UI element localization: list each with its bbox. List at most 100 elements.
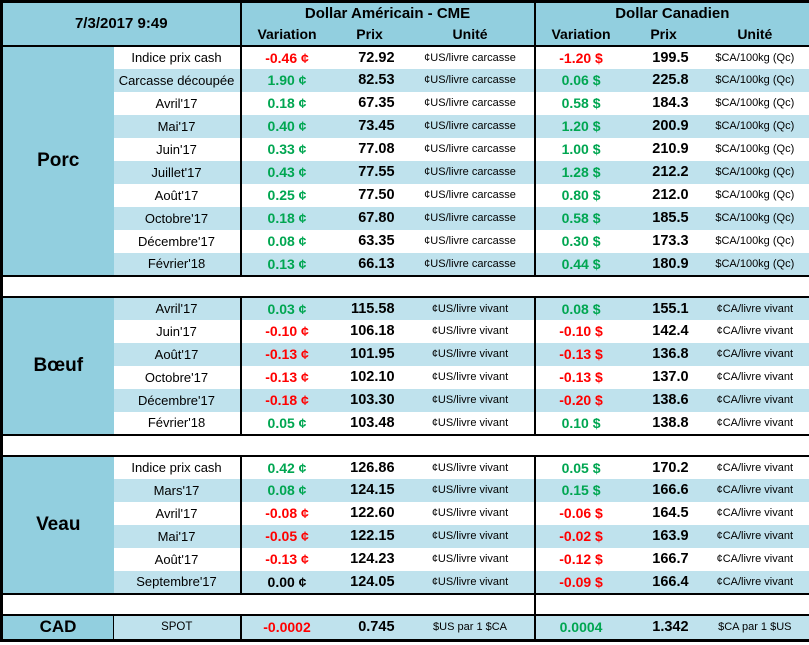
ca-variation-cell: 0.06 $ [534,68,627,92]
us-variation-cell: -0.08 ¢ [240,501,333,525]
table-row: Veau Indice prix cash 0.42 ¢ 126.86 ¢US/livr… [1,455,809,594]
row-label: Mai'17 [113,114,242,138]
us-price-cell: 106.18 [332,319,407,343]
us-unit-cell: ¢US/livre vivant [406,455,536,479]
us-variation-cell: 0.18 ¢ [240,206,333,230]
row-label: Mai'17 [113,524,242,548]
table-row: Juin'17 0.33 ¢ 77.08 ¢US/livre carcasse 1.00… [2,137,809,161]
us-price-cell: 101.95 [332,342,407,366]
us-unit-cell: ¢US/livre carcasse [406,160,536,184]
ca-price-cell: 1.342 [626,613,701,641]
us-price-cell: 63.35 [332,229,407,253]
header-row-titles: 7/3/2017 9:49 Dollar Américain - CME Dol… [1,1,809,47]
table-row: Bœuf Avril'17 0.03 ¢ 115.58 ¢US/livre vivant… [1,296,809,435]
row-label: Août'17 [113,547,242,571]
col-header-us-unite: Unité [406,23,536,47]
section-separator [1,592,809,616]
us-variation-cell: -0.10 ¢ [240,319,333,343]
us-price-cell: 77.08 [332,137,407,161]
ca-unit-cell: ¢CA/livre vivant [700,478,809,502]
ca-unit-cell: $CA/100kg (Qc) [700,68,809,92]
col-header-us-variation: Variation [240,23,333,47]
us-variation-cell: -0.46 ¢ [240,45,333,69]
ca-unit-cell: ¢CA/livre vivant [700,365,809,389]
ca-price-cell: 200.9 [626,114,701,138]
row-label: Décembre'17 [113,229,242,253]
us-price-cell: 122.15 [332,524,407,548]
us-price-cell: 103.30 [332,388,407,412]
col-header-ca-variation: Variation [534,23,627,47]
ca-price-cell: 173.3 [626,229,701,253]
separator-space [1,592,535,616]
section-label-boeuf: Bœuf [1,296,114,435]
ca-variation-cell: 0.10 $ [534,411,627,435]
table-row: Mars'17 0.08 ¢ 124.15 ¢US/livre vivant 0.15 … [2,478,809,502]
cad-spot-row: CAD SPOT -0.0002 0.745 $US par 1 $CA 0.0004 1.… [1,613,809,641]
us-price-cell: 115.58 [332,296,407,320]
us-price-cell: 124.23 [332,547,407,571]
us-variation-cell: 0.25 ¢ [240,183,333,207]
ca-price-cell: 210.9 [626,137,701,161]
ca-unit-cell: $CA/100kg (Qc) [700,229,809,253]
us-variation-cell: -0.13 ¢ [240,365,333,389]
ca-variation-cell: -1.20 $ [534,45,627,69]
table-row: Porc Indice prix cash -0.46 ¢ 72.92 ¢US/livr… [1,45,809,276]
ca-unit-cell: $CA par 1 $US [700,613,809,641]
row-label: Février'18 [113,411,242,435]
us-price-cell: 77.55 [332,160,407,184]
ca-unit-cell: ¢CA/livre vivant [700,547,809,571]
ca-unit-cell: ¢CA/livre vivant [700,342,809,366]
ca-unit-cell: $CA/100kg (Qc) [700,91,809,115]
ca-variation-cell: 1.00 $ [534,137,627,161]
us-price-cell: 126.86 [332,455,407,479]
col-header-us-prix: Prix [332,23,407,47]
ca-price-cell: 225.8 [626,68,701,92]
us-price-cell: 0.745 [332,613,407,641]
table-row: Carcasse découpée 1.90 ¢ 82.53 ¢US/livre ca… [2,68,809,92]
us-price-cell: 67.35 [332,91,407,115]
us-unit-cell: ¢US/livre vivant [406,547,536,571]
us-unit-cell: ¢US/livre vivant [406,365,536,389]
us-unit-cell: ¢US/livre vivant [406,319,536,343]
us-unit-cell: ¢US/livre vivant [406,501,536,525]
row-label: Avril'17 [113,91,242,115]
us-unit-cell: ¢US/livre vivant [406,570,536,594]
ca-unit-cell: ¢CA/livre vivant [700,455,809,479]
row-label: Décembre'17 [113,388,242,412]
table-row: Février'18 0.13 ¢ 66.13 ¢US/livre carcasse 0… [2,252,809,276]
us-price-cell: 103.48 [332,411,407,435]
us-variation-cell: -0.05 ¢ [240,524,333,548]
ca-unit-cell: ¢CA/livre vivant [700,570,809,594]
section-separator [1,274,809,298]
row-label: Juin'17 [113,137,242,161]
ca-variation-cell: -0.13 $ [534,365,627,389]
us-variation-cell: 0.05 ¢ [240,411,333,435]
row-label: Septembre'17 [113,570,242,594]
row-label: Avril'17 [113,501,242,525]
table-row: Avril'17 0.18 ¢ 67.35 ¢US/livre carcasse 0.5… [2,91,809,115]
table-row: Mai'17 0.40 ¢ 73.45 ¢US/livre carcasse 1.20 … [2,114,809,138]
us-price-cell: 73.45 [332,114,407,138]
us-variation-cell: 1.90 ¢ [240,68,333,92]
us-price-cell: 124.05 [332,570,407,594]
row-label: Carcasse découpée [113,68,242,92]
ca-price-cell: 170.2 [626,455,701,479]
row-label: Février'18 [113,252,242,276]
ca-variation-cell: 0.08 $ [534,296,627,320]
ca-price-cell: 155.1 [626,296,701,320]
ca-price-cell: 185.5 [626,206,701,230]
ca-group-title: Dollar Canadien [534,1,809,24]
ca-price-cell: 138.6 [626,388,701,412]
col-header-ca-prix: Prix [626,23,701,47]
ca-unit-cell: ¢CA/livre vivant [700,411,809,435]
us-variation-cell: 0.08 ¢ [240,478,333,502]
ca-unit-cell: ¢CA/livre vivant [700,388,809,412]
row-label: Avril'17 [113,296,242,320]
us-unit-cell: ¢US/livre carcasse [406,206,536,230]
ca-variation-cell: 0.15 $ [534,478,627,502]
us-price-cell: 77.50 [332,183,407,207]
us-variation-cell: -0.13 ¢ [240,547,333,571]
cad-spot-label: SPOT [113,613,242,641]
us-variation-cell: 0.00 ¢ [240,570,333,594]
separator-space [533,592,809,616]
